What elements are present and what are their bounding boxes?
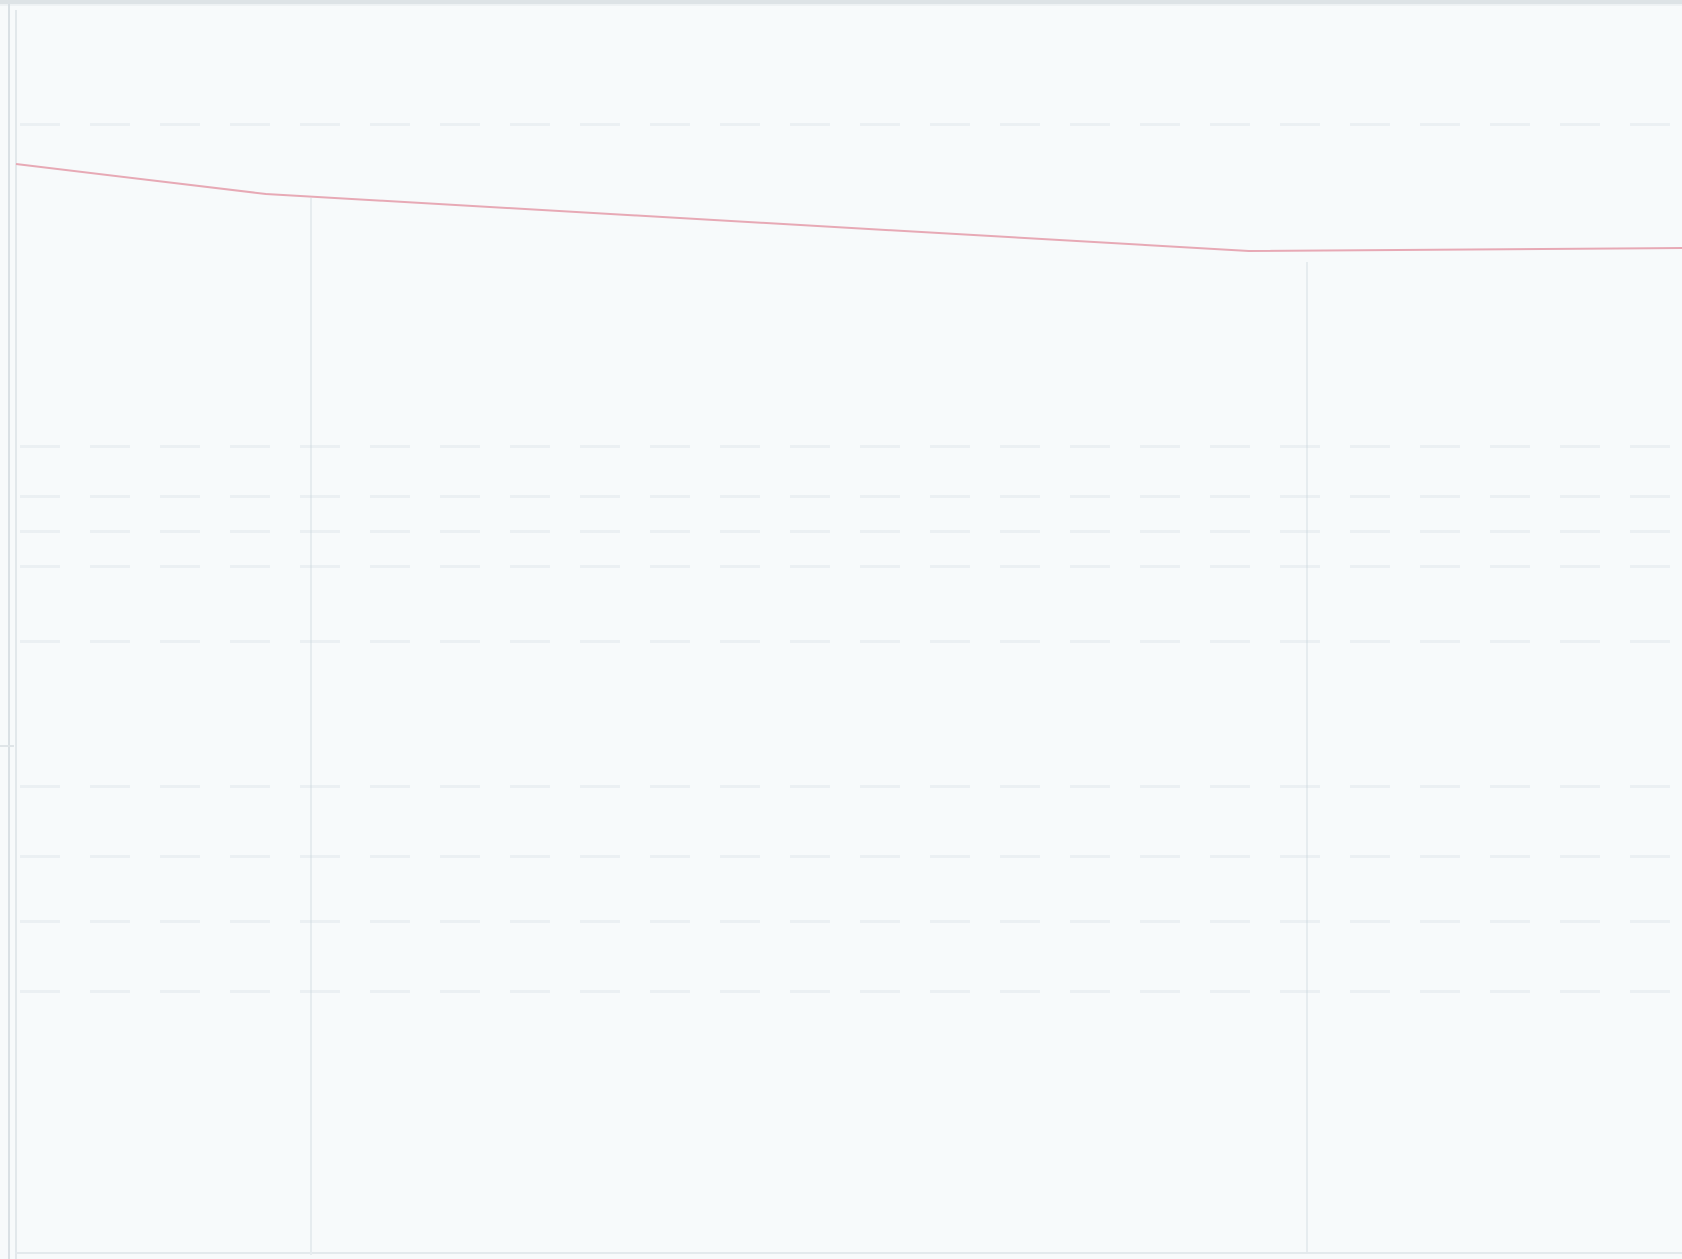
faint-text-row [20,565,1680,568]
grid-divider-1 [310,198,312,1255]
pink-trend-line [15,163,1682,253]
faint-text-row [20,920,1680,923]
faint-text-row [20,640,1680,643]
bottom-border [15,1252,1682,1254]
faint-text-row [20,785,1680,788]
faint-text-row [20,123,1680,126]
top-border-inner [0,4,1682,6]
left-tick-mark [0,745,14,747]
left-border [8,4,10,1259]
faint-text-row [20,445,1680,448]
left-border-inner [15,10,17,1259]
top-border [0,0,1682,4]
grid-divider-2 [1306,262,1308,1252]
faint-text-row [20,495,1680,498]
faint-text-row [20,990,1680,993]
faint-text-row [20,855,1680,858]
faint-text-row [20,530,1680,533]
